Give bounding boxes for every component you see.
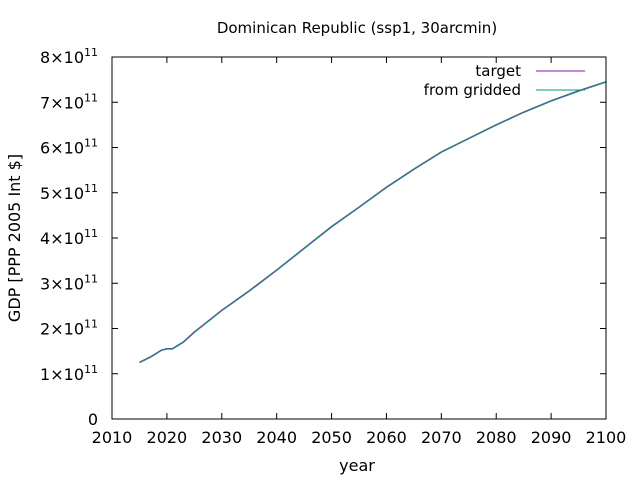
y-tick-exponent: 11 bbox=[84, 46, 98, 59]
y-tick-label: 5×1011 bbox=[40, 182, 98, 203]
y-tick-exponent: 11 bbox=[84, 91, 98, 104]
y-tick-exponent: 11 bbox=[84, 363, 98, 376]
legend-label: from gridded bbox=[424, 81, 521, 99]
y-tick-label: 4×1011 bbox=[40, 227, 98, 248]
y-tick-label: 7×1011 bbox=[40, 91, 98, 112]
y-tick-label: 6×1011 bbox=[40, 137, 98, 158]
plot-frame bbox=[111, 56, 607, 420]
y-axis-label: GDP [PPP 2005 Int $] bbox=[5, 154, 24, 322]
x-ticks: 2010 2020 2030 2040 2050 2060 2070 2080 2090 2100 bbox=[92, 57, 627, 447]
x-tick-label: 2040 bbox=[256, 428, 297, 447]
y-tick-label: 1×1011 bbox=[40, 363, 98, 384]
y-tick-exponent: 11 bbox=[84, 227, 98, 240]
y-tick-label: 8×1011 bbox=[40, 46, 98, 67]
series-line-from-gridded bbox=[139, 81, 607, 363]
x-tick-label: 2070 bbox=[421, 428, 462, 447]
x-tick-label: 2100 bbox=[586, 428, 627, 447]
x-tick-label: 2010 bbox=[92, 428, 133, 447]
y-tick-exponent: 11 bbox=[84, 182, 98, 195]
series-layer bbox=[139, 81, 607, 364]
y-tick-exponent: 11 bbox=[84, 272, 98, 285]
y-tick-exponent: 11 bbox=[84, 137, 98, 150]
x-tick-label: 2030 bbox=[201, 428, 242, 447]
x-axis-label: year bbox=[339, 456, 375, 475]
x-tick-label: 2060 bbox=[366, 428, 407, 447]
chart-title: Dominican Republic (ssp1, 30arcmin) bbox=[217, 19, 497, 37]
legend-label: target bbox=[475, 62, 521, 80]
y-tick-exponent: 11 bbox=[84, 318, 98, 331]
y-tick-label: 3×1011 bbox=[40, 272, 98, 293]
x-tick-label: 2050 bbox=[311, 428, 352, 447]
x-tick-label: 2020 bbox=[147, 428, 188, 447]
y-tick-label: 2×1011 bbox=[40, 318, 98, 339]
y-ticks: 0 1×1011 2×1011 3×1011 4×1011 5×1011 6×1011 7×1… bbox=[40, 46, 606, 429]
x-tick-label: 2080 bbox=[476, 428, 517, 447]
y-tick-label: 0 bbox=[88, 410, 98, 429]
x-tick-label: 2090 bbox=[531, 428, 572, 447]
